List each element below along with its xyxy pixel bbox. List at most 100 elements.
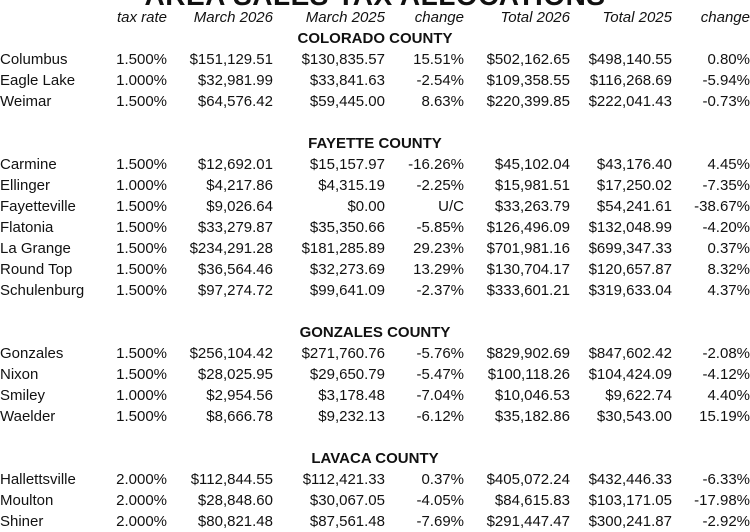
cell-total-2026: $220,399.85 bbox=[486, 93, 570, 110]
cell-total-2025: $319,633.04 bbox=[588, 282, 672, 299]
cell-total-2026: $33,263.79 bbox=[494, 198, 570, 215]
cell-march-2025: $59,445.00 bbox=[309, 93, 385, 110]
cell-month-change: -4.05% bbox=[416, 492, 464, 509]
cell-total-change: 4.45% bbox=[707, 156, 750, 173]
cell-city: Hallettsville bbox=[0, 471, 76, 488]
cell-total-change: -17.98% bbox=[694, 492, 750, 509]
col-header-total-2026: Total 2026 bbox=[500, 9, 570, 26]
cell-month-change: U/C bbox=[438, 198, 464, 215]
header-row: tax rate March 2026 March 2025 change To… bbox=[0, 7, 750, 28]
cell-city: Ellinger bbox=[0, 177, 51, 194]
table-row: Waelder 1.500% $8,666.78 $9,232.13 -6.12% $35… bbox=[0, 406, 750, 427]
table-row: Ellinger 1.000% $4,217.86 $4,315.19 -2.25% $1… bbox=[0, 175, 750, 196]
cell-march-2025: $130,835.57 bbox=[301, 51, 385, 68]
cell-tax-rate: 1.500% bbox=[116, 282, 167, 299]
county-heading-row: FAYETTE COUNTY bbox=[0, 133, 750, 154]
cell-total-change: 15.19% bbox=[699, 408, 750, 425]
cell-total-2026: $35,182.86 bbox=[494, 408, 570, 425]
cell-total-2026: $829,902.69 bbox=[486, 345, 570, 362]
cell-city: Shiner bbox=[0, 513, 44, 530]
cell-total-2025: $300,241.87 bbox=[588, 513, 672, 530]
cell-march-2026: $28,848.60 bbox=[197, 492, 273, 509]
cell-total-change: -6.33% bbox=[702, 471, 750, 488]
cell-march-2025: $99,641.09 bbox=[309, 282, 385, 299]
col-header-march-2025: March 2025 bbox=[305, 9, 385, 26]
table-row: Flatonia 1.500% $33,279.87 $35,350.66 -5.85%… bbox=[0, 217, 750, 238]
cell-total-2026: $15,981.51 bbox=[494, 177, 570, 194]
sales-tax-table: tax rate March 2026 March 2025 change To… bbox=[0, 7, 750, 532]
cell-month-change: -2.54% bbox=[416, 72, 464, 89]
cell-total-change: -4.12% bbox=[702, 366, 750, 383]
cell-march-2025: $3,178.48 bbox=[318, 387, 385, 404]
cell-tax-rate: 1.500% bbox=[116, 366, 167, 383]
cell-total-2026: $130,704.17 bbox=[486, 261, 570, 278]
table-row: La Grange 1.500% $234,291.28 $181,285.89 29.… bbox=[0, 238, 750, 259]
cell-total-2025: $104,424.09 bbox=[588, 366, 672, 383]
page-title: AREA SALES TAX ALLOCATIONS bbox=[0, 0, 750, 9]
cell-tax-rate: 1.500% bbox=[116, 345, 167, 362]
cell-total-change: 4.37% bbox=[707, 282, 750, 299]
cell-city: Fayetteville bbox=[0, 198, 76, 215]
cell-march-2025: $87,561.48 bbox=[309, 513, 385, 530]
cell-city: Gonzales bbox=[0, 345, 64, 362]
cell-total-change: -0.73% bbox=[702, 93, 750, 110]
table-row: Shiner 2.000% $80,821.48 $87,561.48 -7.69% $2… bbox=[0, 511, 750, 532]
cell-march-2026: $9,026.64 bbox=[206, 198, 273, 215]
cell-total-2026: $502,162.65 bbox=[486, 51, 570, 68]
cell-total-2025: $847,602.42 bbox=[588, 345, 672, 362]
cell-total-change: -2.08% bbox=[702, 345, 750, 362]
cell-total-2025: $222,041.43 bbox=[588, 93, 672, 110]
cell-month-change: -2.37% bbox=[416, 282, 464, 299]
cell-month-change: -5.85% bbox=[416, 219, 464, 236]
table-row: Gonzales 1.500% $256,104.42 $271,760.76 -5.7… bbox=[0, 343, 750, 364]
cell-tax-rate: 1.000% bbox=[116, 177, 167, 194]
col-header-march-2026: March 2026 bbox=[193, 9, 273, 26]
cell-tax-rate: 2.000% bbox=[116, 513, 167, 530]
cell-march-2026: $256,104.42 bbox=[189, 345, 273, 362]
table-row: Eagle Lake 1.000% $32,981.99 $33,841.63 -2.5… bbox=[0, 70, 750, 91]
cell-march-2026: $112,844.55 bbox=[190, 471, 273, 488]
cell-tax-rate: 2.000% bbox=[116, 492, 167, 509]
cell-march-2025: $30,067.05 bbox=[309, 492, 385, 509]
cell-tax-rate: 1.000% bbox=[116, 387, 167, 404]
cell-tax-rate: 1.500% bbox=[116, 219, 167, 236]
cell-total-change: -2.92% bbox=[702, 513, 750, 530]
cell-month-change: 8.63% bbox=[421, 93, 464, 110]
cell-march-2025: $0.00 bbox=[347, 198, 385, 215]
cell-march-2026: $12,692.01 bbox=[197, 156, 273, 173]
cell-total-2026: $45,102.04 bbox=[494, 156, 570, 173]
cell-march-2025: $181,285.89 bbox=[301, 240, 385, 257]
col-header-city bbox=[0, 7, 105, 28]
cell-city: Moulton bbox=[0, 492, 54, 509]
cell-total-2025: $432,446.33 bbox=[588, 471, 672, 488]
table-row: Smiley 1.000% $2,954.56 $3,178.48 -7.04% $10,… bbox=[0, 385, 750, 406]
cell-march-2026: $151,129.51 bbox=[189, 51, 273, 68]
cell-march-2026: $97,274.72 bbox=[197, 282, 273, 299]
county-heading: FAYETTE COUNTY bbox=[308, 135, 442, 152]
table-row: Schulenburg 1.500% $97,274.72 $99,641.09 -2.… bbox=[0, 280, 750, 301]
col-header-month-change: change bbox=[414, 9, 464, 26]
col-header-total-2025: Total 2025 bbox=[602, 9, 672, 26]
cell-total-2025: $699,347.33 bbox=[588, 240, 672, 257]
cell-march-2026: $64,576.42 bbox=[197, 93, 273, 110]
table-row: Nixon 1.500% $28,025.95 $29,650.79 -5.47% $10… bbox=[0, 364, 750, 385]
cell-total-2025: $132,048.99 bbox=[588, 219, 672, 236]
cell-total-2025: $116,268.69 bbox=[589, 72, 672, 89]
cell-city: Weimar bbox=[0, 93, 52, 110]
cell-total-2025: $30,543.00 bbox=[596, 408, 672, 425]
cell-city: Carmine bbox=[0, 156, 57, 173]
county-heading: LAVACA COUNTY bbox=[311, 450, 439, 467]
cell-city: Columbus bbox=[0, 51, 68, 68]
cell-march-2026: $33,279.87 bbox=[197, 219, 273, 236]
cell-tax-rate: 1.500% bbox=[116, 198, 167, 215]
cell-total-change: -4.20% bbox=[702, 219, 750, 236]
cell-month-change: 29.23% bbox=[413, 240, 464, 257]
cell-month-change: 15.51% bbox=[413, 51, 464, 68]
cell-total-change: -5.94% bbox=[702, 72, 750, 89]
cell-city: Smiley bbox=[0, 387, 46, 404]
cell-tax-rate: 1.500% bbox=[116, 240, 167, 257]
cell-city: La Grange bbox=[0, 240, 71, 257]
cell-march-2025: $4,315.19 bbox=[318, 177, 385, 194]
cell-total-change: 0.80% bbox=[707, 51, 750, 68]
cell-total-2026: $333,601.21 bbox=[486, 282, 570, 299]
